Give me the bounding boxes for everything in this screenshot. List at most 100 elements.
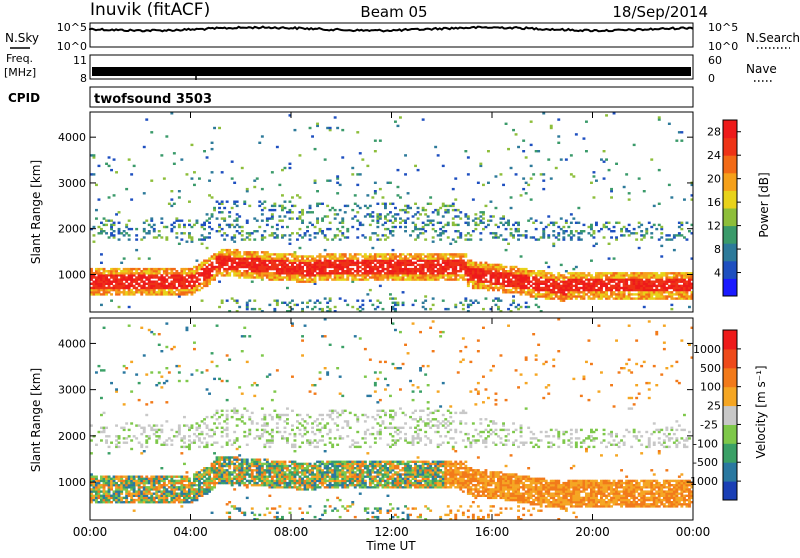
heatmap-cell [384,260,387,262]
heatmap-cell [575,272,578,274]
heatmap-cell [344,300,347,302]
heatmap-cell [424,238,427,240]
heatmap-cell [412,304,415,306]
heatmap-cell [628,293,631,295]
heatmap-cell [203,274,206,276]
heatmap-cell [522,272,525,274]
heatmap-cell [545,281,548,283]
heatmap-cell [449,262,452,264]
heatmap-cell [296,194,299,196]
heatmap-cell [160,501,163,503]
heatmap-cell [437,209,440,211]
heatmap-cell [203,281,206,283]
heatmap-cell [510,196,513,198]
heatmap-cell [150,287,153,289]
heatmap-cell [633,274,636,276]
heatmap-cell [309,238,312,240]
heatmap-cell [444,266,447,268]
heatmap-cell [211,148,214,150]
heatmap-cell [113,222,116,224]
heatmap-cell [143,285,146,287]
heatmap-cell [160,293,163,295]
nsky-tick-bottom-right: 10^0 [708,40,738,53]
heatmap-cell [392,257,395,259]
heatmap-cell [208,217,211,219]
heatmap-cell [263,262,266,264]
heatmap-cell [113,499,116,501]
heatmap-cell [188,429,191,431]
heatmap-cell [590,289,593,291]
heatmap-cell [447,276,450,278]
heatmap-cell [173,501,176,503]
heatmap-cell [216,217,219,219]
heatmap-cell [140,433,143,435]
heatmap-cell [158,333,161,335]
heatmap-cell [188,493,191,495]
heatmap-cell [128,293,131,295]
heatmap-cell [238,463,241,465]
heatmap-cell [284,234,287,236]
heatmap-cell [98,365,101,367]
heatmap-cell [459,274,462,276]
heatmap-cell [243,257,246,259]
heatmap-cell [605,295,608,297]
heatmap-cell [306,281,309,283]
heatmap-cell [183,486,186,488]
heatmap-cell [113,268,116,270]
heatmap-cell [645,295,648,297]
heatmap-cell [168,501,171,503]
heatmap-cell [361,224,364,226]
heatmap-cell [248,480,251,482]
heatmap-cell [175,281,178,283]
heatmap-cell [532,295,535,297]
heatmap-cell [243,476,246,478]
heatmap-cell [238,262,241,264]
heatmap-cell [432,262,435,264]
heatmap-cell [118,268,121,270]
heatmap-cell [196,270,199,272]
heatmap-cell [165,420,168,422]
heatmap-cell [324,234,327,236]
heatmap-cell [268,274,271,276]
heatmap-cell [630,287,633,289]
heatmap-cell [143,228,146,230]
heatmap-cell [547,293,550,295]
heatmap-cell [153,499,156,501]
heatmap-cell [382,203,385,205]
heatmap-cell [623,234,626,236]
heatmap-cell [545,283,548,285]
heatmap-cell [417,257,420,259]
heatmap-cell [133,287,136,289]
heatmap-cell [557,278,560,280]
heatmap-cell [469,266,472,268]
heatmap-cell [221,435,224,437]
heatmap-cell [296,238,299,240]
heatmap-cell [567,281,570,283]
heatmap-cell [474,274,477,276]
heatmap-cell [186,241,189,243]
heatmap-cell [354,215,357,217]
heatmap-cell [618,289,621,291]
heatmap-cell [598,278,601,280]
heatmap-cell [593,287,596,289]
heatmap-cell [490,215,493,217]
heatmap-cell [344,278,347,280]
heatmap-cell [394,297,397,299]
heatmap-cell [673,281,676,283]
heatmap-cell [113,272,116,274]
heatmap-cell [110,482,113,484]
heatmap-cell [565,295,568,297]
heatmap-cell [150,289,153,291]
heatmap-cell [429,253,432,255]
heatmap-cell [246,188,249,190]
heatmap-cell [477,278,480,280]
heatmap-cell [110,442,113,444]
heatmap-cell [552,283,555,285]
heatmap-cell [296,257,299,259]
heatmap-cell [459,262,462,264]
heatmap-cell [442,266,445,268]
heatmap-cell [191,488,194,490]
heatmap-cell [258,308,261,310]
heatmap-cell [170,478,173,480]
heatmap-cell [301,211,304,213]
